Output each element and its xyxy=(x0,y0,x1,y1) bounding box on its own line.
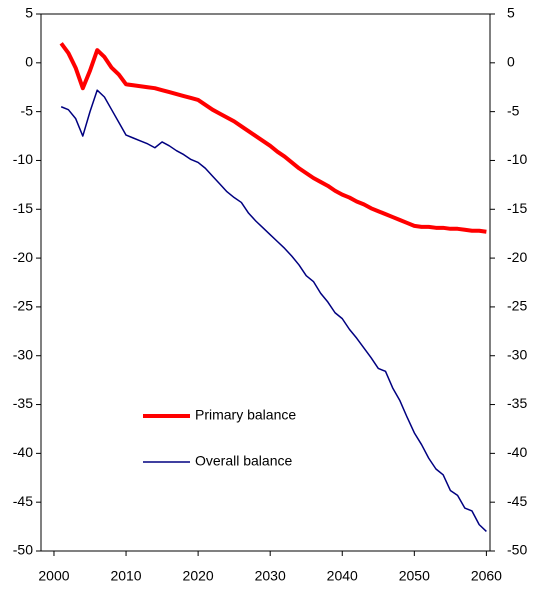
y-tick-label: -25 xyxy=(13,298,33,314)
x-tick-label: 2060 xyxy=(471,568,502,584)
series-line xyxy=(60,89,487,533)
x-tick-label: 2000 xyxy=(38,568,69,584)
y-tick-label: -40 xyxy=(13,444,33,460)
y-tick-label: -45 xyxy=(13,493,33,509)
y2-tick-label: -30 xyxy=(507,346,527,362)
y-tick-label: -10 xyxy=(13,151,33,167)
y-tick-label: -30 xyxy=(13,346,33,362)
y-tick-label: -50 xyxy=(13,542,33,558)
y2-tick-label: -35 xyxy=(507,395,527,411)
y2-tick-label: -50 xyxy=(507,542,527,558)
y-tick-label: -5 xyxy=(21,102,34,118)
x-tick-label: 2050 xyxy=(399,568,430,584)
y-tick-label: 5 xyxy=(25,5,33,21)
y2-tick-label: -15 xyxy=(507,200,527,216)
y2-tick-label: -20 xyxy=(507,249,527,265)
x-tick-label: 2040 xyxy=(327,568,358,584)
y2-tick-label: 5 xyxy=(507,5,515,21)
y2-tick-label: -10 xyxy=(507,151,527,167)
y2-tick-label: 0 xyxy=(507,54,515,70)
legend-label: Overall balance xyxy=(195,453,292,469)
y-tick-label: -35 xyxy=(13,395,33,411)
legend-label: Primary balance xyxy=(195,407,296,423)
y2-tick-label: -5 xyxy=(507,102,520,118)
y2-tick-label: -45 xyxy=(507,493,527,509)
y-tick-label: 0 xyxy=(25,54,33,70)
plot-frame xyxy=(40,13,491,552)
x-tick-label: 2010 xyxy=(110,568,141,584)
x-tick-label: 2020 xyxy=(183,568,214,584)
y-tick-label: -15 xyxy=(13,200,33,216)
y-tick-label: -20 xyxy=(13,249,33,265)
x-tick-label: 2030 xyxy=(255,568,286,584)
y2-tick-label: -40 xyxy=(507,444,527,460)
series-line xyxy=(59,42,487,234)
y2-tick-label: -25 xyxy=(507,298,527,314)
